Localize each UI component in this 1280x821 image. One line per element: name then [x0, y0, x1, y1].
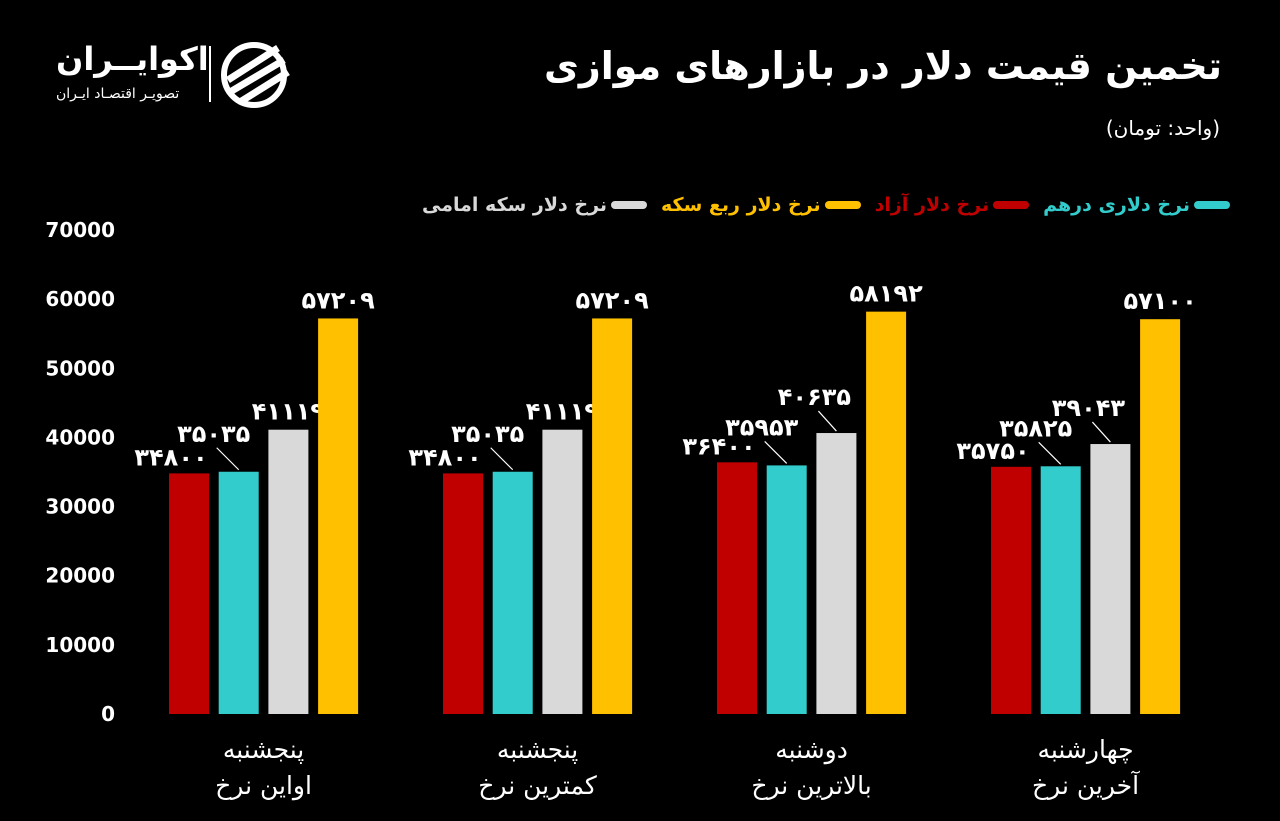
legend-label: نرخ دلار آزاد [874, 194, 990, 216]
y-tick-label: 30000 [45, 495, 115, 519]
data-label: ۵۷۲۰۹ [575, 286, 649, 314]
legend-swatch [611, 201, 648, 209]
data-label: ۳۴۸۰۰ [134, 443, 207, 471]
logo-subtitle: تصویـر اقتصـاد ایـران [56, 86, 180, 102]
category-line2: کمترین نرخ [478, 771, 597, 800]
y-tick-label: 60000 [45, 287, 115, 311]
y-tick-label: 10000 [45, 633, 115, 657]
data-label: ۳۴۸۰۰ [408, 443, 481, 471]
data-label: ۳۹۰۴۳ [1052, 394, 1126, 422]
legend-label: نرخ دلاری درهم [1043, 194, 1190, 216]
category-line2: اواین نرخ [215, 771, 312, 800]
category-line1: پنجشنبه [496, 735, 579, 764]
y-tick-label: 50000 [45, 356, 115, 380]
bar [1090, 444, 1131, 714]
category-line1: پنجشنبه [222, 735, 305, 764]
leader-line [1091, 421, 1111, 443]
category-line1: چهارشنبه [1037, 735, 1134, 764]
logo-name: اکوایــران [56, 40, 209, 78]
data-label: ۳۵۸۲۵ [999, 414, 1072, 442]
bar [866, 311, 907, 714]
bar [717, 462, 757, 714]
bar [1140, 319, 1181, 714]
y-tick-label: 0 [101, 702, 115, 726]
legend-swatch [1194, 201, 1230, 209]
category-label: دوشنبه بالاترین نرخ [682, 732, 942, 804]
legend-swatch [824, 201, 861, 209]
data-label: ۴۱۱۱۹ [526, 398, 600, 426]
data-label: ۳۵۷۵۰ [956, 437, 1029, 465]
leader-line [490, 447, 514, 471]
bar [1040, 466, 1081, 714]
category-line1: دوشنبه [775, 735, 848, 764]
leader-line [216, 447, 240, 471]
legend-label: نرخ دلار سکه امامی [422, 194, 608, 216]
data-label: ۳۶۴۰۰ [682, 432, 755, 460]
bar [766, 465, 807, 714]
legend-item: نرخ دلار ربع سکه [661, 194, 861, 216]
data-label: ۳۵۰۳۵ [177, 420, 250, 448]
bar [443, 473, 483, 714]
data-label: ۳۵۹۵۳ [725, 413, 799, 441]
leader-line [817, 410, 837, 432]
category-line2: بالاترین نرخ [751, 771, 872, 800]
category-label: چهارشنبه آخرین نرخ [956, 732, 1216, 804]
logo-divider [209, 46, 211, 102]
leader-line [1038, 441, 1062, 465]
leader-line [764, 440, 788, 464]
bar [268, 429, 309, 714]
bar [218, 471, 259, 714]
category-line2: آخرین نرخ [1032, 771, 1140, 800]
bar [991, 466, 1031, 714]
bar [169, 473, 209, 714]
chart-title: تخمین قیمت دلار در بازارهای موازی [544, 44, 1222, 88]
category-label: پنجشنبه اواین نرخ [134, 732, 394, 804]
y-tick-label: 40000 [45, 425, 115, 449]
legend-swatch [993, 201, 1030, 209]
y-tick-label: 20000 [45, 564, 115, 588]
data-label: ۵۸۱۹۲ [849, 280, 923, 308]
legend-item: نرخ دلار آزاد [874, 194, 1030, 216]
unit-label: (واحد: تومان) [1105, 116, 1220, 140]
data-label: ۵۷۱۰۰ [1123, 287, 1196, 315]
logo-mark-icon [221, 42, 290, 108]
legend-item: نرخ دلاری درهم [1043, 194, 1230, 216]
data-label: ۴۰۶۳۵ [778, 383, 851, 411]
data-label: ۳۵۰۳۵ [451, 420, 524, 448]
legend: نرخ دلاری درهم نرخ دلار آزاد نرخ دلار ربع … [422, 194, 1230, 216]
data-label: ۵۷۲۰۹ [301, 286, 375, 314]
legend-label: نرخ دلار ربع سکه [661, 194, 821, 216]
bar [592, 318, 633, 714]
category-label: پنجشنبه کمترین نرخ [408, 732, 668, 804]
bar [542, 429, 583, 714]
bar [318, 318, 359, 714]
data-label: ۴۱۱۱۹ [252, 398, 326, 426]
bar [816, 433, 857, 714]
logo: اکوایــران تصویـر اقتصـاد ایـران [52, 40, 292, 110]
y-tick-label: 70000 [45, 218, 115, 242]
legend-item: نرخ دلار سکه امامی [422, 194, 648, 216]
bar [492, 471, 533, 714]
